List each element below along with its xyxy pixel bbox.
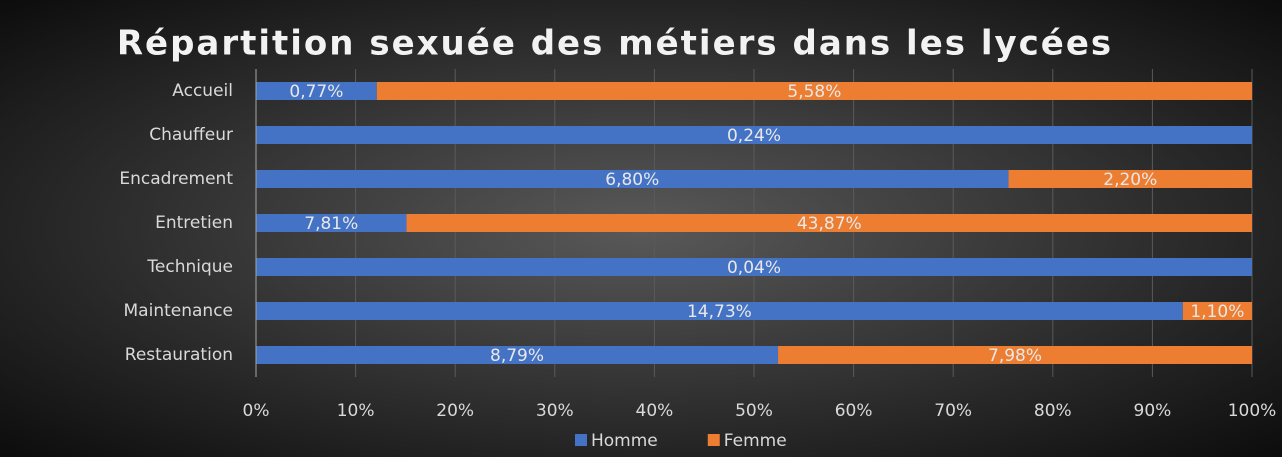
bar-segment bbox=[256, 126, 1252, 144]
data-label: 7,98% bbox=[988, 346, 1042, 366]
data-label: 14,73% bbox=[687, 302, 752, 322]
bar-segment bbox=[406, 214, 1252, 232]
bar-segment bbox=[1182, 302, 1252, 320]
x-tick-label: 70% bbox=[934, 401, 972, 421]
x-tick-label: 40% bbox=[636, 401, 674, 421]
bar-segment bbox=[376, 82, 1253, 100]
legend-swatch bbox=[575, 434, 587, 446]
legend-swatch bbox=[707, 434, 720, 446]
x-tick-label: 30% bbox=[536, 401, 574, 421]
data-label: 0,77% bbox=[289, 82, 343, 102]
chart-title: Répartition sexuée des métiers dans les … bbox=[117, 24, 1113, 64]
bar-segment bbox=[778, 346, 1252, 364]
data-label: 7,81% bbox=[304, 214, 358, 234]
bar-segment bbox=[1008, 170, 1252, 188]
x-tick-label: 60% bbox=[835, 401, 873, 421]
y-tick-label: Chauffeur bbox=[149, 125, 233, 145]
x-tick-label: 0% bbox=[243, 401, 270, 421]
data-label: 8,79% bbox=[490, 346, 544, 366]
data-label: 0,04% bbox=[727, 258, 781, 278]
legend-label: Homme bbox=[591, 431, 658, 451]
y-tick-label: Entretien bbox=[155, 213, 233, 233]
x-tick-label: 20% bbox=[436, 401, 474, 421]
x-tick-label: 10% bbox=[337, 401, 375, 421]
data-label: 1,10% bbox=[1190, 302, 1244, 322]
bar-segment bbox=[256, 302, 1183, 320]
data-label: 2,20% bbox=[1103, 170, 1157, 190]
bar-segment bbox=[256, 170, 1009, 188]
data-label: 43,87% bbox=[797, 214, 862, 234]
y-tick-label: Technique bbox=[146, 257, 233, 277]
y-tick-label: Restauration bbox=[125, 345, 233, 365]
data-label: 6,80% bbox=[605, 170, 659, 190]
bar-segment bbox=[256, 346, 779, 364]
data-label: 0,24% bbox=[727, 126, 781, 146]
x-tick-label: 80% bbox=[1034, 401, 1072, 421]
y-tick-label: Accueil bbox=[172, 81, 233, 101]
bar-segment bbox=[256, 214, 407, 232]
y-tick-label: Maintenance bbox=[124, 301, 233, 321]
x-tick-label: 50% bbox=[735, 401, 773, 421]
legend-label: Femme bbox=[724, 431, 787, 451]
y-tick-label: Encadrement bbox=[119, 169, 233, 189]
data-label: 5,58% bbox=[787, 82, 841, 102]
bar-segment bbox=[256, 82, 377, 100]
x-tick-label: 100% bbox=[1228, 401, 1277, 421]
bar-segment bbox=[256, 258, 1252, 276]
x-tick-label: 90% bbox=[1134, 401, 1172, 421]
